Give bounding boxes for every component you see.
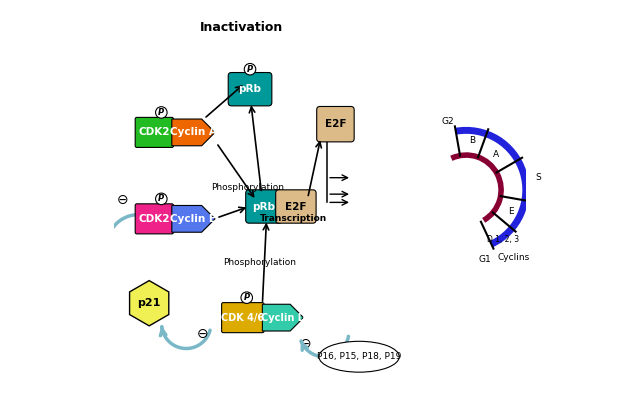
Text: D 1, 2, 3: D 1, 2, 3 — [487, 235, 519, 244]
Polygon shape — [172, 206, 215, 232]
FancyBboxPatch shape — [317, 107, 354, 142]
Text: CDK 4/6: CDK 4/6 — [221, 313, 264, 323]
Text: G2: G2 — [442, 117, 454, 126]
Text: Phosphorylation: Phosphorylation — [211, 183, 284, 192]
Text: pRb: pRb — [239, 84, 262, 94]
Text: P: P — [158, 108, 164, 117]
Text: pRb: pRb — [253, 202, 275, 211]
Text: ⊖: ⊖ — [300, 337, 312, 351]
Text: Cyclin A: Cyclin A — [170, 127, 217, 138]
Text: Transcription: Transcription — [260, 214, 327, 223]
Text: Inactivation: Inactivation — [200, 21, 284, 34]
Polygon shape — [172, 119, 215, 146]
Text: E2F: E2F — [285, 202, 307, 211]
Text: E: E — [508, 206, 514, 216]
FancyBboxPatch shape — [135, 117, 173, 147]
Text: B: B — [469, 136, 476, 145]
FancyBboxPatch shape — [221, 303, 264, 332]
FancyBboxPatch shape — [246, 190, 282, 223]
Text: Cyclin D: Cyclin D — [260, 313, 305, 323]
Polygon shape — [262, 304, 303, 331]
Text: CDK2: CDK2 — [139, 127, 170, 138]
Text: P: P — [158, 195, 164, 203]
FancyBboxPatch shape — [135, 204, 173, 234]
Text: G1: G1 — [478, 255, 491, 264]
Circle shape — [241, 292, 253, 304]
Polygon shape — [129, 280, 169, 326]
Text: Cyclins: Cyclins — [497, 253, 529, 262]
Circle shape — [156, 193, 167, 205]
Text: Phosphorylation: Phosphorylation — [223, 258, 296, 266]
Text: E2F: E2F — [324, 119, 346, 129]
Ellipse shape — [319, 341, 399, 372]
Text: CDK2: CDK2 — [139, 214, 170, 224]
Text: ⊖: ⊖ — [197, 327, 209, 341]
Text: Cyclin E: Cyclin E — [170, 214, 216, 224]
FancyBboxPatch shape — [228, 73, 272, 106]
Text: P: P — [247, 65, 253, 74]
Text: P16, P15, P18, P19: P16, P15, P18, P19 — [317, 352, 401, 361]
Circle shape — [156, 107, 167, 118]
Text: A: A — [493, 150, 499, 159]
Circle shape — [244, 64, 256, 75]
FancyBboxPatch shape — [276, 190, 316, 223]
Text: S: S — [535, 173, 541, 182]
Text: P: P — [244, 293, 250, 302]
Text: p21: p21 — [138, 298, 161, 308]
Text: ⊖: ⊖ — [116, 193, 128, 207]
